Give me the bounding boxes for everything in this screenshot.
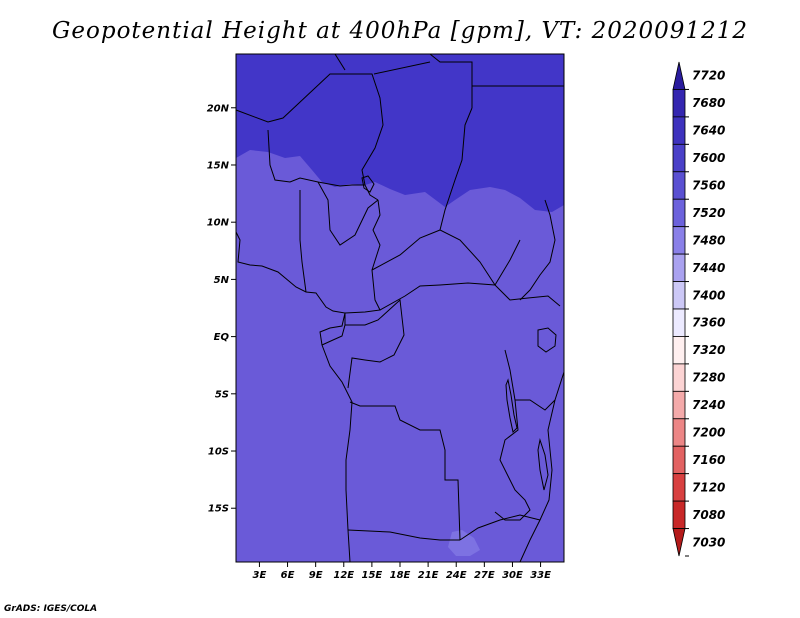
colorbar-swatch bbox=[672, 528, 686, 557]
lat-tick-label: 5S bbox=[215, 389, 229, 400]
colorbar-label: 7400 bbox=[692, 288, 725, 302]
colorbar-swatch bbox=[672, 308, 686, 337]
colorbar-swatch bbox=[672, 363, 686, 392]
border-zambia bbox=[459, 514, 541, 541]
colorbar-label: 7480 bbox=[692, 233, 725, 247]
lat-tick-label: EQ bbox=[214, 332, 230, 343]
lon-tick-label: 18E bbox=[390, 570, 411, 581]
colorbar-swatch bbox=[672, 281, 686, 310]
colorbar-label: 7240 bbox=[692, 398, 725, 412]
field-high-region bbox=[236, 54, 564, 212]
colorbar-label: 7720 bbox=[692, 69, 725, 83]
coastlines-borders bbox=[235, 53, 565, 563]
longitude-axis: 3E 6E 9E 12E 15E 18E 21E 24E 27E 30E 33E bbox=[253, 562, 551, 581]
colorbar-label: 7160 bbox=[692, 453, 725, 467]
border-angola-south bbox=[347, 529, 460, 541]
lon-tick-label: 24E bbox=[446, 570, 467, 581]
border-congo bbox=[344, 298, 405, 389]
chart-title: Geopotential Height at 400hPa [gpm], VT:… bbox=[52, 18, 748, 44]
height-field bbox=[236, 54, 564, 562]
colorbar-swatch bbox=[672, 143, 686, 173]
lon-tick-label: 33E bbox=[530, 570, 551, 581]
lon-tick-label: 21E bbox=[418, 570, 439, 581]
border-tanzania bbox=[515, 399, 556, 411]
colorbar-label: 7680 bbox=[692, 96, 725, 110]
colorbar-label: 7030 bbox=[692, 535, 725, 549]
lon-tick-label: 30E bbox=[502, 570, 523, 581]
lon-tick-label: 6E bbox=[281, 570, 295, 581]
border-nigeria bbox=[299, 181, 379, 293]
colorbar-label: 7560 bbox=[692, 179, 725, 193]
border-car bbox=[371, 229, 561, 311]
lat-tick-label: 10N bbox=[207, 218, 230, 229]
lake-victoria bbox=[537, 327, 557, 353]
colorbar-label: 7600 bbox=[692, 151, 725, 165]
border-chad-sudan bbox=[439, 107, 496, 286]
colorbar-label: 7120 bbox=[692, 480, 725, 494]
lake-tanganyika bbox=[505, 378, 518, 434]
field-low-region bbox=[448, 530, 480, 556]
border-north-4 bbox=[373, 61, 431, 75]
border-gabon bbox=[321, 324, 346, 346]
colorbar-swatch bbox=[672, 89, 686, 118]
colorbar-swatch bbox=[672, 473, 686, 502]
lon-tick-label: 3E bbox=[253, 570, 267, 581]
lake-chad bbox=[361, 175, 375, 193]
colorbar-label: 7440 bbox=[692, 261, 725, 275]
lat-tick-label: 15N bbox=[207, 160, 230, 171]
colorbar-label: 7640 bbox=[692, 124, 725, 138]
latitude-axis: 20N 15N 10N 5N EQ 5S 10S 15S bbox=[207, 103, 236, 515]
west-africa-coastline bbox=[235, 231, 353, 563]
border-north-1 bbox=[235, 73, 384, 186]
lat-tick-label: 15S bbox=[208, 504, 229, 515]
colorbar-label: 7360 bbox=[692, 316, 725, 330]
colorbar-swatch bbox=[672, 445, 686, 475]
colorbar-swatch bbox=[672, 61, 686, 90]
border-north-2 bbox=[334, 53, 346, 71]
border-east-2 bbox=[494, 239, 521, 286]
colorbar-swatch bbox=[672, 116, 686, 145]
lon-tick-label: 15E bbox=[362, 570, 383, 581]
colorbar-swatch bbox=[672, 198, 686, 228]
colorbar-label: 7520 bbox=[692, 206, 725, 220]
border-north-3 bbox=[429, 53, 564, 108]
colorbar-label: 7320 bbox=[692, 343, 725, 357]
border-drc-east bbox=[494, 349, 531, 521]
lat-tick-label: 10S bbox=[208, 447, 229, 458]
colorbar-swatch bbox=[672, 171, 686, 200]
colorbar-swatch bbox=[672, 253, 686, 282]
colorbar-swatch bbox=[672, 336, 686, 365]
lon-tick-label: 27E bbox=[474, 570, 495, 581]
colorbar-swatch bbox=[672, 390, 686, 420]
colorbar-label: 7080 bbox=[692, 508, 725, 522]
colorbar: 7720 7680 7640 7600 7560 7520 7480 7440 7400 7360… bbox=[672, 61, 725, 557]
credit-label: GrADS: IGES/COLA bbox=[4, 604, 98, 614]
lat-tick-label: 5N bbox=[214, 275, 230, 286]
colorbar-swatch bbox=[672, 418, 686, 447]
border-east-1 bbox=[519, 199, 556, 301]
east-africa-coastline bbox=[519, 371, 565, 563]
colorbar-swatch bbox=[672, 500, 686, 529]
lake-malawi bbox=[537, 438, 549, 491]
lon-tick-label: 12E bbox=[333, 570, 354, 581]
colorbar-label: 7280 bbox=[692, 371, 725, 385]
border-angola bbox=[349, 401, 461, 541]
lon-tick-label: 9E bbox=[309, 570, 323, 581]
lat-tick-label: 20N bbox=[207, 103, 230, 114]
colorbar-label: 7200 bbox=[692, 426, 725, 440]
colorbar-swatch bbox=[672, 226, 686, 255]
